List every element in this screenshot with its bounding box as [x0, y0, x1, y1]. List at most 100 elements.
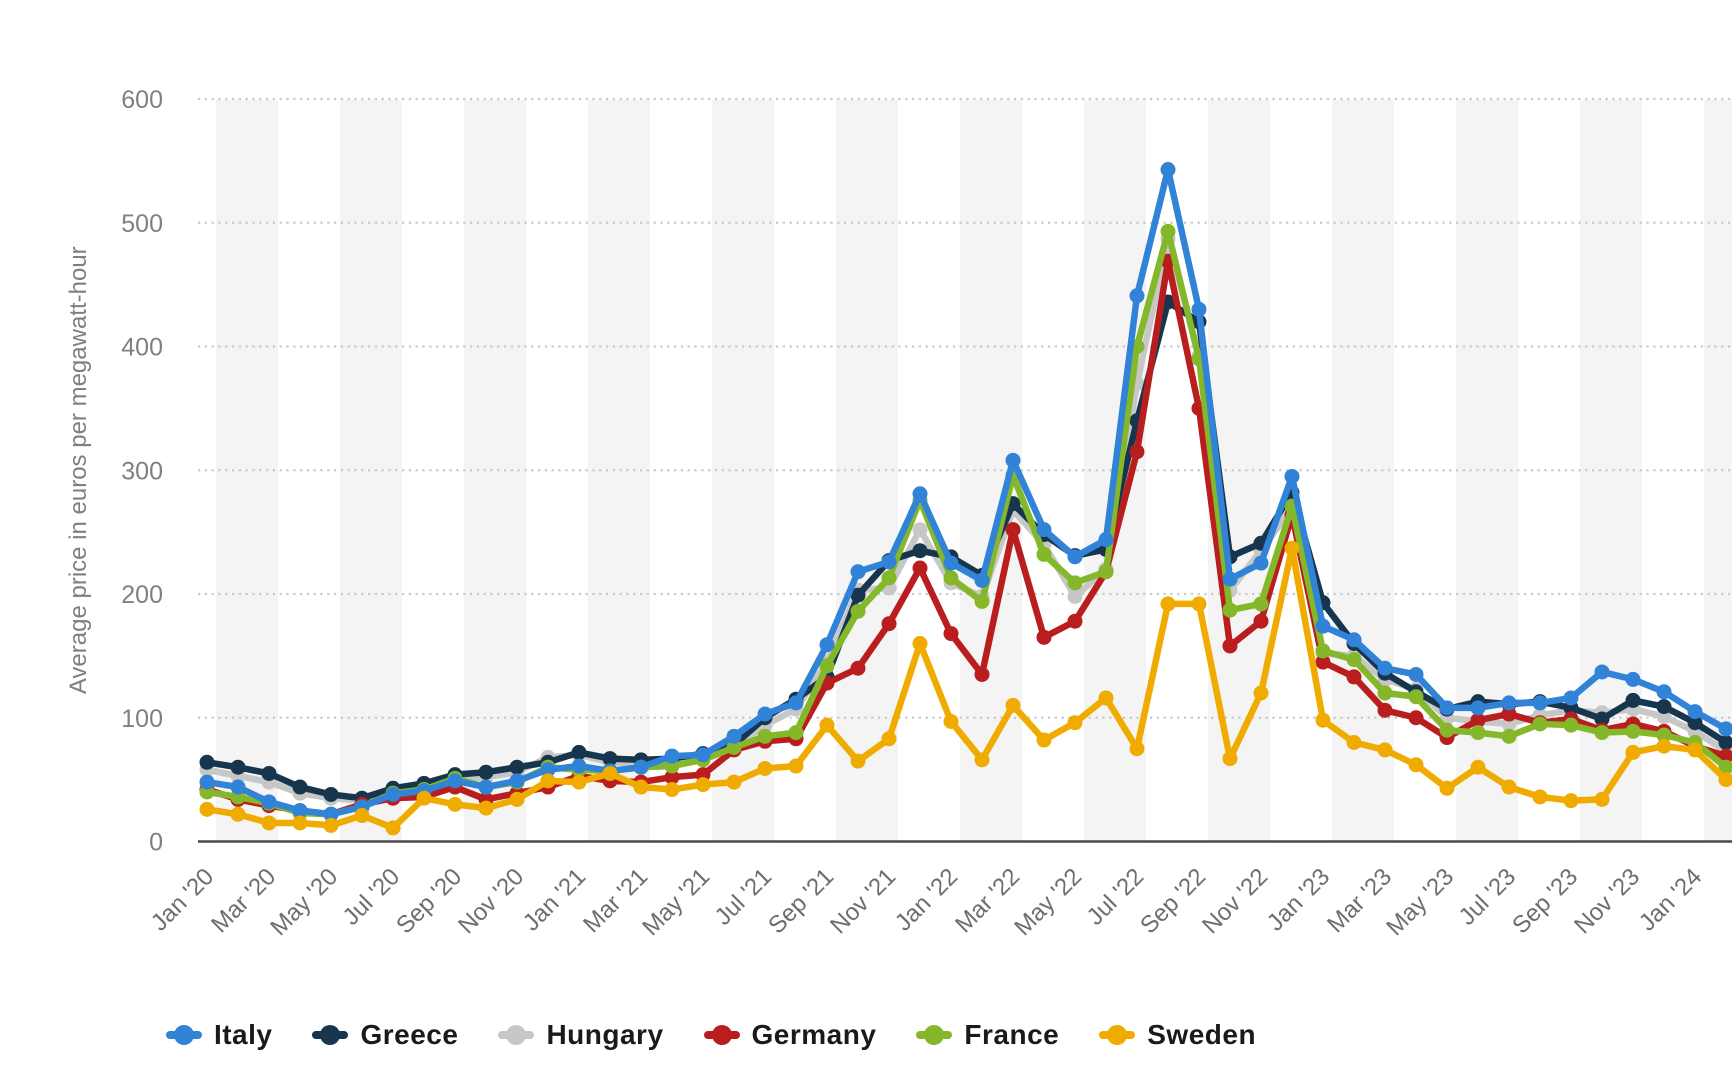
- y-tick-label-400: 400: [121, 334, 163, 362]
- data-point: [1222, 751, 1238, 767]
- data-point: [1470, 759, 1486, 775]
- data-point: [1005, 522, 1021, 538]
- data-point: [602, 751, 618, 767]
- data-point: [540, 762, 556, 778]
- data-point: [261, 794, 277, 810]
- data-point: [385, 786, 401, 802]
- x-tick-label-20: Sep '21: [763, 863, 839, 939]
- data-point: [1439, 780, 1455, 796]
- data-point: [881, 554, 897, 570]
- y-tick-label-100: 100: [121, 705, 163, 733]
- data-point: [850, 603, 866, 619]
- data-point: [1222, 638, 1238, 654]
- data-point: [1346, 735, 1362, 750]
- legend-item-sweden[interactable]: Sweden: [1099, 1019, 1256, 1051]
- x-tick-label-32: Sep '22: [1135, 863, 1211, 939]
- data-point: [850, 587, 866, 603]
- data-point: [1036, 732, 1052, 748]
- x-tick-label-22: Nov '21: [825, 863, 901, 939]
- legend-item-greece[interactable]: Greece: [312, 1019, 458, 1051]
- data-point: [1470, 725, 1486, 741]
- legend-label: Italy: [213, 1019, 273, 1050]
- x-tick-label-16: May '21: [637, 863, 715, 941]
- data-point: [1346, 669, 1362, 685]
- data-point: [1191, 596, 1207, 612]
- data-point: [1346, 652, 1362, 668]
- legend-label: France: [964, 1019, 1060, 1050]
- data-point: [974, 666, 990, 682]
- data-point: [1036, 546, 1052, 562]
- data-point: [1656, 727, 1672, 743]
- data-point: [1098, 532, 1114, 548]
- legend-marker-icon: [165, 1024, 202, 1046]
- legend-label: Hungary: [546, 1019, 664, 1050]
- legend-marker-icon: [312, 1024, 349, 1046]
- data-point: [261, 815, 277, 831]
- data-point: [633, 759, 649, 775]
- data-point: [1222, 571, 1238, 587]
- data-point: [912, 486, 928, 502]
- data-point: [819, 637, 835, 653]
- x-tick-label-40: May '23: [1381, 863, 1459, 941]
- data-point: [230, 806, 246, 822]
- data-point: [1191, 301, 1207, 317]
- legend-item-italy[interactable]: Italy: [165, 1019, 273, 1051]
- data-point: [757, 706, 773, 722]
- data-point: [1377, 660, 1393, 676]
- data-point: [323, 817, 339, 833]
- data-point: [974, 593, 990, 609]
- data-point: [323, 786, 339, 802]
- data-point: [1501, 695, 1517, 711]
- data-point: [1222, 602, 1238, 618]
- data-point: [1687, 704, 1703, 720]
- data-point: [1594, 791, 1610, 807]
- legend-item-france[interactable]: France: [916, 1019, 1059, 1051]
- data-point: [943, 570, 959, 586]
- data-point: [1253, 685, 1269, 701]
- data-point: [912, 560, 928, 576]
- data-point: [1687, 742, 1703, 758]
- data-point: [416, 790, 432, 806]
- legend-item-germany[interactable]: Germany: [703, 1019, 877, 1051]
- data-point: [850, 660, 866, 676]
- x-tick-label-24: Jan '22: [890, 863, 963, 936]
- data-point: [664, 782, 680, 798]
- data-point: [230, 759, 246, 775]
- y-tick-label-500: 500: [121, 210, 163, 238]
- data-point: [447, 773, 463, 789]
- data-point: [819, 717, 835, 733]
- x-tick-label-34: Nov '22: [1197, 863, 1273, 939]
- data-point: [1253, 596, 1269, 612]
- data-point: [1129, 444, 1145, 460]
- data-point: [726, 739, 742, 755]
- y-tick-label-600: 600: [121, 86, 163, 114]
- data-point: [354, 808, 370, 824]
- data-point: [1656, 684, 1672, 700]
- data-point: [571, 758, 587, 774]
- legend-item-hungary[interactable]: Hungary: [498, 1019, 663, 1051]
- legend-marker-icon: [703, 1024, 740, 1046]
- legend-marker-icon: [916, 1024, 953, 1046]
- data-point: [1377, 742, 1393, 758]
- data-point: [757, 728, 773, 744]
- data-point: [478, 779, 494, 795]
- data-point: [1408, 666, 1424, 682]
- data-point: [912, 522, 928, 538]
- data-point: [1718, 735, 1732, 750]
- legend-marker-icon: [1099, 1024, 1136, 1046]
- data-point: [385, 820, 401, 836]
- data-point: [1563, 717, 1579, 733]
- data-point: [850, 753, 866, 769]
- data-point: [1501, 779, 1517, 795]
- data-point: [1501, 706, 1517, 722]
- data-point: [881, 570, 897, 586]
- legend-label: Germany: [751, 1019, 877, 1050]
- data-point: [199, 754, 215, 770]
- data-point: [788, 725, 804, 741]
- data-point: [1315, 618, 1331, 634]
- data-point: [788, 758, 804, 774]
- data-point: [199, 774, 215, 790]
- data-point: [1408, 757, 1424, 773]
- data-point: [1625, 692, 1641, 708]
